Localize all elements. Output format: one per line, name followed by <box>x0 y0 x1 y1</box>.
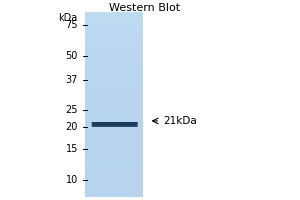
Text: 20: 20 <box>65 122 78 132</box>
Text: kDa: kDa <box>58 13 78 23</box>
Text: 37: 37 <box>65 75 78 85</box>
FancyBboxPatch shape <box>92 122 138 127</box>
Text: Western Blot: Western Blot <box>109 3 180 13</box>
Text: 75: 75 <box>65 20 78 30</box>
Text: 50: 50 <box>65 51 78 61</box>
Text: 10: 10 <box>66 175 78 185</box>
Text: 25: 25 <box>65 105 78 115</box>
Text: 21kDa: 21kDa <box>163 116 197 126</box>
Text: 15: 15 <box>65 144 78 154</box>
